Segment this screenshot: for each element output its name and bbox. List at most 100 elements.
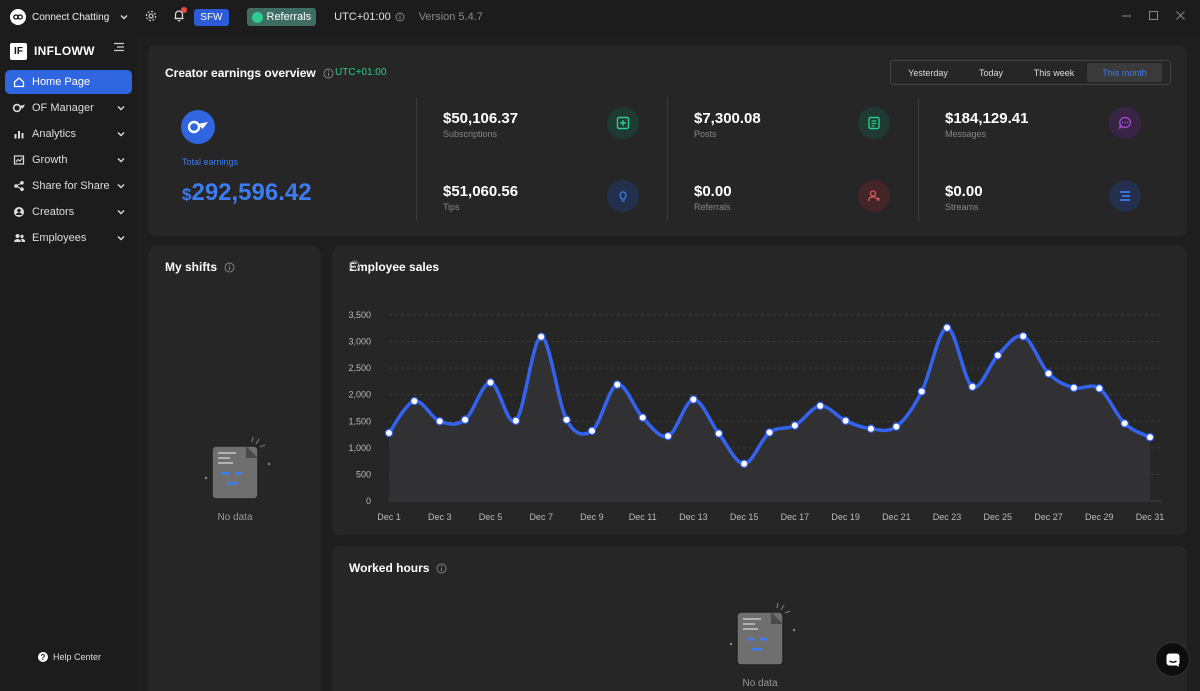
- currency-symbol: $: [182, 185, 192, 204]
- x-tick-label: Dec 11: [629, 512, 657, 522]
- chevron-down-icon: [117, 106, 125, 111]
- x-tick-label: Dec 15: [730, 512, 759, 522]
- x-tick-label: Dec 27: [1034, 512, 1063, 522]
- menu-icon[interactable]: [113, 42, 125, 52]
- data-point: [384, 428, 394, 438]
- range-this-week[interactable]: This week: [1033, 67, 1075, 78]
- x-tick-label: Dec 9: [580, 512, 604, 522]
- referral-icon: [251, 11, 263, 23]
- data-point: [536, 332, 546, 341]
- sidebar-item-share-for-share[interactable]: Share for Share: [5, 174, 132, 198]
- metric-label: Referrals: [694, 202, 731, 212]
- referrals-label: Referrals: [266, 11, 312, 23]
- timezone-label: UTC+01:00: [334, 11, 391, 23]
- x-tick-label: Dec 23: [933, 512, 962, 522]
- data-point: [790, 421, 800, 430]
- no-data-label: No data: [217, 512, 253, 523]
- post-icon: [858, 107, 890, 139]
- metric-label: Messages: [945, 129, 987, 139]
- minimize-icon[interactable]: [1121, 10, 1132, 21]
- data-point: [410, 396, 419, 406]
- overview-timezone: UTC+01:00: [335, 67, 387, 78]
- sidebar-item-of-manager[interactable]: OF Manager: [5, 96, 132, 120]
- referrals-button[interactable]: Referrals: [246, 8, 317, 26]
- y-tick-label: 1,500: [348, 416, 371, 426]
- earnings-overview-panel: Creator earnings overview UTC+01:00 Yest…: [148, 45, 1187, 236]
- sidebar-item-growth[interactable]: Growth: [5, 148, 132, 172]
- no-data-icon: [729, 602, 796, 666]
- data-point: [993, 351, 1003, 360]
- x-tick-label: Dec 29: [1085, 512, 1114, 522]
- account-switcher[interactable]: Connect Chatting: [10, 9, 129, 25]
- sidebar-item-home-page[interactable]: Home Page: [5, 70, 132, 94]
- range-this-month[interactable]: This month: [1087, 63, 1162, 82]
- sidebar-item-label: Employees: [32, 232, 87, 244]
- empty-state: No data: [198, 436, 272, 523]
- metric-value: $50,106.37: [443, 110, 519, 127]
- data-point: [917, 387, 926, 396]
- divider: [667, 97, 668, 222]
- timezone-indicator: UTC+01:00: [334, 11, 405, 23]
- no-data-label: No data: [742, 678, 778, 689]
- metric-value: $184,129.41: [945, 110, 1029, 127]
- data-point: [942, 323, 952, 332]
- help-center-link[interactable]: ? Help Center: [37, 651, 101, 663]
- divider: [918, 97, 919, 222]
- close-icon[interactable]: [1175, 10, 1186, 21]
- sfw-toggle[interactable]: SFW: [194, 8, 229, 26]
- sidebar-item-label: Growth: [32, 154, 68, 166]
- x-tick-label: Dec 3: [428, 512, 452, 522]
- share-icon: [12, 180, 26, 192]
- data-point: [562, 415, 571, 424]
- x-tick-label: Dec 17: [781, 512, 810, 522]
- data-point: [1145, 433, 1155, 442]
- metric-label: Tips: [443, 202, 460, 212]
- chevron-down-icon: [117, 184, 125, 189]
- metric-tips: $51,060.56 Tips: [443, 183, 643, 223]
- sidebar-item-label: Home Page: [32, 76, 91, 88]
- range-today[interactable]: Today: [978, 67, 1004, 78]
- info-icon[interactable]: [224, 262, 235, 273]
- x-tick-label: Dec 1: [377, 512, 401, 522]
- data-point: [1120, 419, 1129, 428]
- maximize-icon[interactable]: [1148, 10, 1159, 21]
- panel-title: Worked hours: [349, 561, 447, 575]
- onlyfans-logo-icon: [181, 110, 215, 144]
- metric-label: Posts: [694, 129, 717, 139]
- empty-state: No data: [723, 602, 797, 689]
- metric-messages: $184,129.41 Messages: [945, 110, 1145, 150]
- date-range-selector: Yesterday Today This week This month: [890, 60, 1171, 85]
- x-tick-label: Dec 25: [984, 512, 1013, 522]
- employee-sales-chart: 0 500 1,000 1,500 2,000 2,500 3,000 3,500 Dec 1 D…: [348, 310, 1164, 522]
- brand-logo-icon: IF: [10, 42, 27, 60]
- bell-icon[interactable]: [173, 7, 188, 25]
- data-point: [460, 415, 470, 424]
- data-point: [1095, 384, 1104, 393]
- chevron-down-icon: [117, 210, 125, 215]
- info-icon[interactable]: [323, 68, 334, 79]
- metric-referrals: $0.00 Referrals: [694, 183, 894, 223]
- y-tick-label: 3,000: [348, 337, 371, 347]
- chat-support-button[interactable]: [1155, 642, 1190, 677]
- message-icon: [1109, 107, 1141, 139]
- y-tick-label: 0: [366, 496, 371, 506]
- panel-title: My shifts: [165, 260, 235, 274]
- chevron-down-icon: [117, 132, 125, 137]
- total-earnings-value: $292,596.42: [182, 179, 312, 207]
- sidebar-item-label: OF Manager: [32, 102, 94, 114]
- sidebar-item-label: Analytics: [32, 128, 77, 140]
- sidebar: IF INFLOWW Home Page OF Manager Analytic…: [0, 34, 137, 691]
- help-center-label: Help Center: [53, 652, 102, 662]
- info-icon[interactable]: [436, 563, 447, 574]
- account-logo-icon: [10, 9, 26, 25]
- data-point: [739, 459, 749, 468]
- data-point: [613, 380, 622, 389]
- sidebar-item-analytics[interactable]: Analytics: [5, 122, 132, 146]
- metric-label: Subscriptions: [443, 129, 498, 139]
- sidebar-item-creators[interactable]: Creators: [5, 200, 132, 224]
- y-tick-label: 2,000: [348, 390, 371, 400]
- sidebar-item-employees[interactable]: Employees: [5, 226, 132, 250]
- range-yesterday[interactable]: Yesterday: [908, 67, 948, 78]
- gear-icon[interactable]: [145, 10, 157, 25]
- worked-hours-title: Worked hours: [349, 561, 430, 575]
